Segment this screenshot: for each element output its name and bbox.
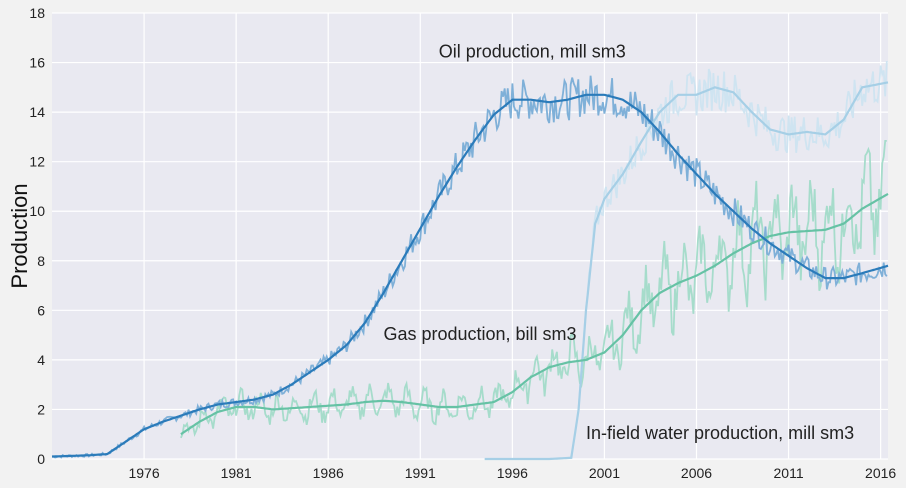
y-tick-label: 2	[37, 401, 45, 417]
annotations: Oil production, mill sm3 Gas production, …	[383, 42, 854, 444]
x-tick-label: 2006	[681, 465, 712, 481]
series-annotation: Oil production, mill sm3	[439, 42, 626, 62]
y-tick-label: 14	[29, 104, 45, 120]
grid	[52, 12, 888, 460]
x-tick-label: 1996	[497, 465, 528, 481]
water-trend-line	[484, 81, 889, 461]
y-tick-label: 6	[37, 302, 45, 318]
series-annotation: In-field water production, mill sm3	[586, 423, 854, 443]
plot-area	[52, 13, 888, 459]
y-tick-label: 10	[29, 203, 45, 219]
x-tick-label: 1986	[313, 465, 344, 481]
x-axis-ticks: 1976 1981 1986 1991 1996 2001 2006 2011 2016	[128, 465, 896, 481]
y-tick-label: 16	[29, 55, 45, 71]
x-tick-label: 1976	[128, 465, 159, 481]
series-layer	[51, 60, 889, 461]
series-annotation: Gas production, bill sm3	[383, 324, 576, 344]
gas-trend-line	[180, 192, 889, 436]
y-tick-label: 12	[29, 154, 45, 170]
x-tick-label: 1981	[221, 465, 252, 481]
y-tick-label: 18	[29, 5, 45, 21]
y-tick-label: 8	[37, 253, 45, 269]
x-tick-label: 2011	[774, 465, 804, 481]
y-axis-ticks: 0 2 4 6 8 10 12 14 16 18	[29, 5, 45, 467]
x-tick-label: 1991	[405, 465, 436, 481]
x-tick-label: 2001	[589, 465, 620, 481]
oil-trend-line	[52, 93, 889, 458]
y-tick-label: 0	[37, 451, 45, 467]
x-tick-label: 2016	[865, 465, 896, 481]
y-axis-label: Production	[7, 183, 32, 288]
y-tick-label: 4	[37, 352, 45, 368]
